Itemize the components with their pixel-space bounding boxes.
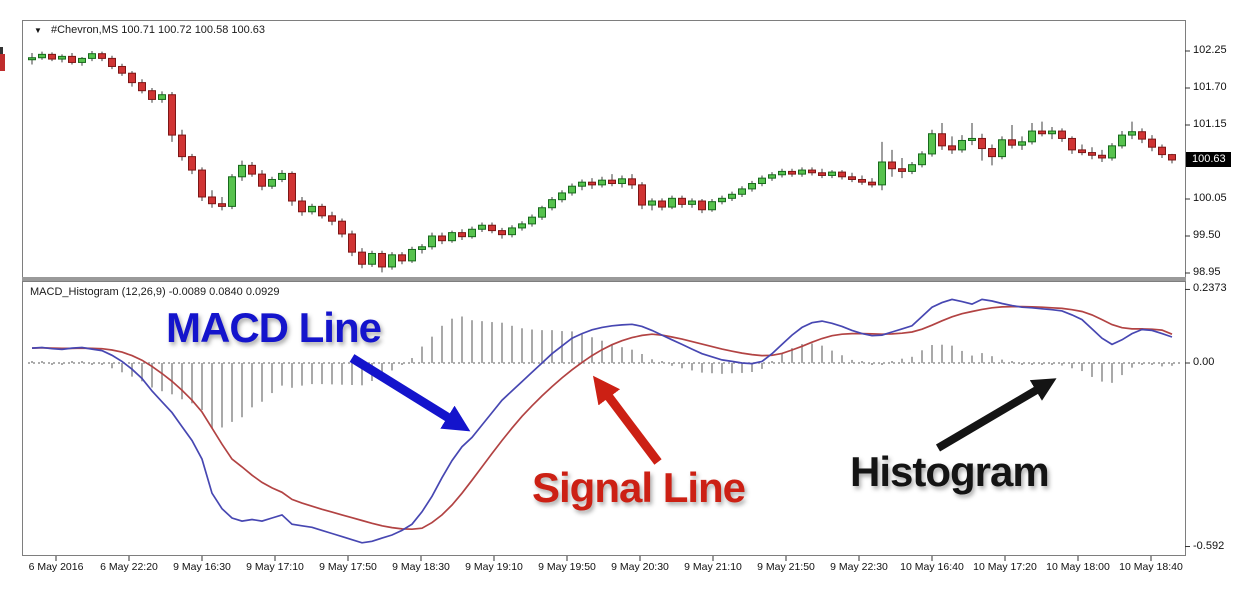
price-axis-label: 102.25 <box>1193 44 1227 56</box>
time-axis-label: 9 May 20:30 <box>611 561 669 573</box>
clipped-candle-wick-artifact <box>0 47 3 54</box>
time-axis-label: 9 May 17:10 <box>246 561 304 573</box>
time-axis-label: 6 May 22:20 <box>100 561 158 573</box>
price-axis-label: 100.05 <box>1193 191 1227 204</box>
time-axis-label: 9 May 21:10 <box>684 561 742 573</box>
symbol-header: ▼ #Chevron,MS 100.71 100.72 100.58 100.6… <box>34 24 265 36</box>
symbol-title: #Chevron,MS 100.71 100.72 100.58 100.63 <box>50 24 266 36</box>
macd-line-label: MACD Line <box>166 304 382 351</box>
time-axis-label: 9 May 18:30 <box>392 561 450 573</box>
time-axis-label: 9 May 22:30 <box>830 561 888 573</box>
symbol-dropdown-icon[interactable]: ▼ <box>34 26 42 35</box>
time-axis-label: 10 May 16:40 <box>900 561 964 573</box>
price-axis-label: 98.95 <box>1193 265 1221 278</box>
panel-divider[interactable] <box>22 277 1186 282</box>
histogram-label: Histogram <box>850 448 1050 495</box>
time-axis-label: 10 May 18:00 <box>1046 561 1110 573</box>
time-axis-label: 9 May 19:10 <box>465 561 523 573</box>
macd-axis-label: 0.00 <box>1193 356 1215 368</box>
time-axis-label: 9 May 16:30 <box>173 561 231 573</box>
clipped-candle-artifact <box>0 54 5 71</box>
indicator-header: MACD_Histogram (12,26,9) -0.0089 0.0840 … <box>30 286 280 298</box>
signal-line-label: Signal Line <box>532 464 746 511</box>
price-chart-panel[interactable] <box>22 20 1186 278</box>
price-axis-label: 101.15 <box>1193 117 1227 130</box>
time-axis-label: 10 May 17:20 <box>973 561 1037 573</box>
price-axis-label: 101.70 <box>1193 80 1227 93</box>
current-price-tag: 100.63 <box>1186 151 1231 167</box>
time-axis-label: 10 May 18:40 <box>1119 561 1183 573</box>
macd-axis-label: 0.2373 <box>1193 282 1227 295</box>
time-axis-label: 9 May 17:50 <box>319 561 377 573</box>
time-axis-label: 9 May 19:50 <box>538 561 596 573</box>
time-axis-label: 6 May 2016 <box>28 561 84 573</box>
macd-axis-label: -0.592 <box>1193 539 1225 552</box>
price-axis-label: 99.50 <box>1193 228 1221 241</box>
time-axis-label: 9 May 21:50 <box>757 561 815 573</box>
